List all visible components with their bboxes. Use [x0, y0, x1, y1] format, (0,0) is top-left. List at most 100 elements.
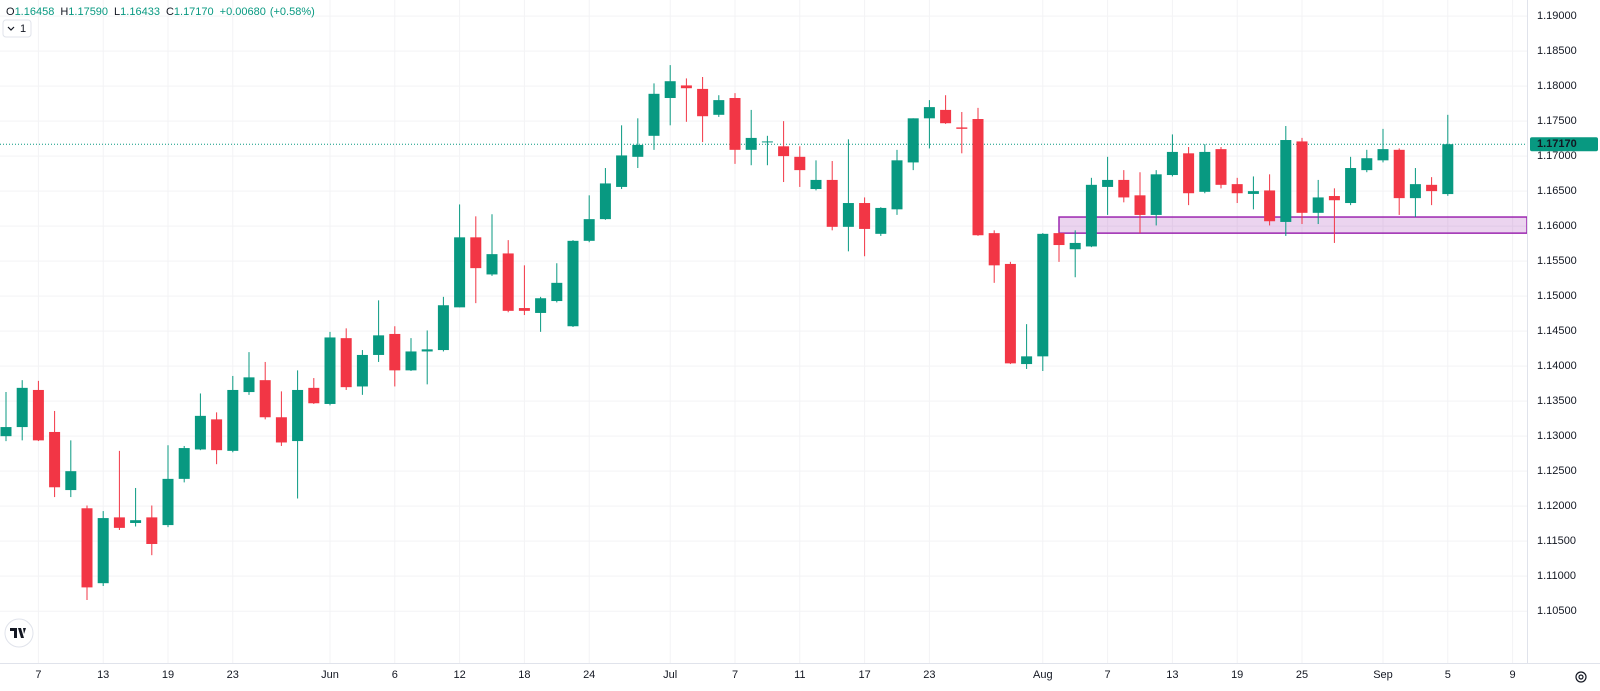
candle-body	[1312, 197, 1324, 213]
candle-body	[567, 240, 579, 327]
candle-body	[146, 517, 158, 544]
ohlc-value: 1.16458	[15, 6, 55, 18]
candle-body	[211, 419, 223, 451]
x-tick-label: 23	[227, 669, 239, 681]
ohlc-value: 1.16433	[120, 6, 160, 18]
candle-body	[794, 156, 806, 171]
candle-body	[1199, 151, 1211, 192]
interval-box[interactable]	[2, 19, 32, 38]
candle-body	[389, 333, 401, 371]
candle-body	[1183, 153, 1195, 194]
x-tick-label: 5	[1445, 669, 1451, 681]
y-tick-label: 1.11500	[1537, 535, 1576, 547]
change-percent: (+0.58%)	[270, 6, 315, 18]
candle-body	[454, 237, 466, 308]
candle-body	[243, 377, 255, 393]
candle-body	[292, 389, 304, 442]
candle-body	[729, 98, 741, 150]
candle-body	[1409, 184, 1421, 199]
y-tick-label: 1.15500	[1537, 255, 1577, 267]
candle-body	[405, 351, 417, 371]
y-tick-label: 1.11000	[1537, 570, 1576, 582]
candle-body	[1296, 141, 1308, 213]
candle-body	[1150, 174, 1162, 215]
y-tick-label: 1.18500	[1537, 45, 1577, 57]
gear-inner	[1578, 674, 1584, 680]
y-tick-label: 1.17500	[1537, 115, 1577, 127]
candle-body	[810, 179, 822, 190]
x-tick-label: 17	[858, 669, 870, 681]
y-tick-label: 1.13000	[1537, 430, 1577, 442]
candle-body	[1247, 191, 1259, 194]
x-tick-label: 7	[35, 669, 41, 681]
candle-body	[81, 508, 93, 588]
last-price-label: 1.17170	[1537, 138, 1577, 150]
gear-outer[interactable]	[1575, 671, 1587, 683]
logo-circle[interactable]	[4, 618, 34, 648]
candle-body	[664, 81, 676, 99]
y-tick-label: 1.19000	[1537, 10, 1577, 22]
candle-body	[340, 338, 352, 388]
ohlc-value: 1.17590	[68, 6, 108, 18]
candle-body	[356, 354, 368, 387]
x-tick-label: 7	[732, 669, 738, 681]
candle-body	[1442, 144, 1454, 195]
candle-body	[1377, 149, 1389, 161]
settings-icon[interactable]	[1575, 671, 1587, 683]
ohlc-key: H	[60, 6, 68, 18]
x-tick-label: 13	[1166, 669, 1178, 681]
candle-body	[648, 93, 660, 136]
candle-body	[1118, 179, 1130, 198]
candle-body	[518, 308, 530, 311]
y-tick-label: 1.10500	[1537, 605, 1577, 617]
interval-button[interactable]: 1	[2, 19, 32, 38]
candle-body	[16, 387, 28, 428]
y-tick-label: 1.16000	[1537, 220, 1577, 232]
ohlc-key: C	[166, 6, 174, 18]
candle-body	[1069, 242, 1081, 250]
candle-body	[988, 233, 1000, 266]
candle-body	[778, 146, 790, 157]
x-tick-label: 6	[392, 669, 398, 681]
y-tick-label: 1.13500	[1537, 395, 1577, 407]
candle-body	[275, 417, 287, 443]
y-tick-label: 1.17000	[1537, 150, 1577, 162]
candle-body	[259, 380, 271, 418]
candle-body	[907, 118, 919, 163]
candle-body	[1426, 184, 1438, 192]
candle-body	[972, 119, 984, 236]
candle-body	[1134, 195, 1146, 215]
y-tick-label: 1.15000	[1537, 290, 1577, 302]
interval-label[interactable]: 1	[20, 23, 26, 35]
x-tick-label: 25	[1296, 669, 1308, 681]
tv-logo[interactable]	[4, 618, 34, 648]
x-tick-label: 18	[518, 669, 530, 681]
candle-body	[373, 335, 385, 355]
candle-body	[842, 203, 854, 227]
y-tick-label: 1.18000	[1537, 80, 1577, 92]
candle-body	[875, 207, 887, 234]
x-tick-label: 24	[583, 669, 595, 681]
x-tick-label: 19	[1231, 669, 1243, 681]
candle-body	[0, 427, 12, 437]
change-value: +0.00680	[220, 6, 266, 18]
candle-body	[713, 100, 725, 115]
y-tick-label: 1.16500	[1537, 185, 1577, 197]
candle-body	[1102, 179, 1114, 187]
last-price-tag	[1530, 137, 1598, 152]
candle-body	[891, 160, 903, 210]
logo-glyph	[10, 628, 26, 638]
candle-body	[616, 155, 628, 187]
candle-body	[1264, 190, 1276, 222]
candle-body	[1004, 263, 1016, 364]
candle-body	[1231, 184, 1243, 194]
ohlc-header: O1.16458 H1.17590 L1.16433 C1.17170 +0.00680…	[6, 6, 315, 18]
candle-body	[599, 183, 611, 220]
candle-body	[535, 298, 547, 313]
ohlc-value: 1.17170	[174, 6, 214, 18]
ohlc-key: L	[114, 6, 120, 18]
ohlc-key: O	[6, 6, 15, 18]
candle-body	[32, 389, 44, 441]
candle-body	[1393, 149, 1405, 199]
candle-body	[1037, 233, 1049, 357]
